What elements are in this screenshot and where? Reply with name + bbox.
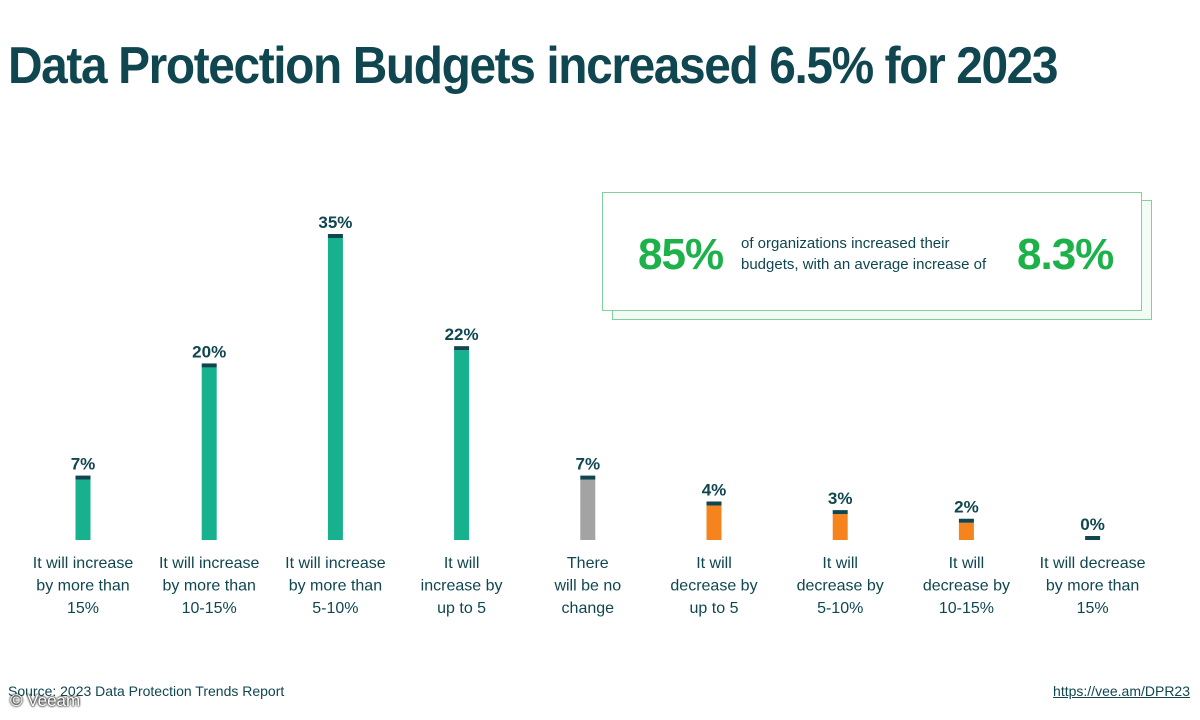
source-note: Source: 2023 Data Protection Trends Repo… bbox=[8, 683, 285, 699]
report-link[interactable]: https://vee.am/DPR23 bbox=[1053, 683, 1190, 699]
category-label-6-line-1: It will bbox=[696, 555, 732, 572]
bar-cap-6 bbox=[706, 501, 722, 506]
category-label-1-line-1: It will increase bbox=[33, 555, 134, 572]
bar-5 bbox=[580, 479, 596, 540]
category-label-4-line-2: increase by bbox=[421, 578, 503, 595]
category-label-8-line-2: decrease by bbox=[923, 578, 1010, 595]
bar-1 bbox=[75, 479, 91, 540]
value-label-4: 22% bbox=[445, 325, 479, 344]
callout-text: of organizations increased their budgets… bbox=[741, 235, 987, 273]
category-label-2-line-1: It will increase bbox=[159, 555, 260, 572]
category-label-7-line-2: decrease by bbox=[797, 578, 884, 595]
category-label-9-line-1: It will decrease bbox=[1040, 555, 1146, 572]
chart-title: Data Protection Budgets increased 6.5% f… bbox=[8, 37, 1059, 95]
category-label-3-line-3: 5-10% bbox=[312, 600, 358, 617]
category-label-6-line-2: decrease by bbox=[670, 578, 757, 595]
category-label-3-line-2: by more than bbox=[289, 578, 382, 595]
category-label-1-line-3: 15% bbox=[67, 600, 99, 617]
category-label-2-line-2: by more than bbox=[163, 578, 256, 595]
bar-6 bbox=[706, 505, 722, 540]
value-label-3: 35% bbox=[318, 213, 352, 232]
bar-cap-1 bbox=[75, 475, 91, 480]
value-label-5: 7% bbox=[576, 455, 601, 474]
callout-right-stat: 8.3% bbox=[1017, 230, 1114, 279]
value-label-9: 0% bbox=[1080, 515, 1105, 534]
bar-cap-5 bbox=[580, 475, 596, 480]
category-label-5-line-2: will be no bbox=[553, 578, 621, 595]
value-label-2: 20% bbox=[192, 342, 226, 361]
value-label-8: 2% bbox=[954, 498, 979, 517]
bar-3 bbox=[327, 238, 343, 540]
category-label-5-line-1: There bbox=[567, 555, 609, 572]
category-label-6-line-3: up to 5 bbox=[690, 600, 739, 617]
category-label-8-line-3: 10-15% bbox=[939, 600, 994, 617]
category-label-4-line-3: up to 5 bbox=[437, 600, 486, 617]
bar-cap-8 bbox=[958, 518, 974, 523]
value-label-1: 7% bbox=[71, 455, 96, 474]
stat-callout: 85% of organizations increased their bud… bbox=[602, 192, 1142, 311]
category-label-5-line-3: change bbox=[562, 600, 615, 617]
bar-8 bbox=[958, 522, 974, 540]
watermark: © Veeam bbox=[10, 691, 81, 710]
bar-4 bbox=[454, 350, 470, 540]
category-label-3-line-1: It will increase bbox=[285, 555, 386, 572]
bar-cap-2 bbox=[201, 363, 217, 368]
category-label-7-line-3: 5-10% bbox=[817, 600, 863, 617]
bar-cap-7 bbox=[832, 510, 848, 515]
bar-cap-4 bbox=[454, 346, 470, 351]
category-label-2-line-3: 10-15% bbox=[182, 600, 237, 617]
value-label-6: 4% bbox=[702, 480, 727, 499]
callout-left-stat: 85% bbox=[638, 230, 724, 279]
category-label-9-line-2: by more than bbox=[1046, 578, 1139, 595]
category-label-9-line-3: 15% bbox=[1077, 600, 1109, 617]
value-label-7: 3% bbox=[828, 489, 853, 508]
bar-cap-3 bbox=[327, 234, 343, 238]
bar-cap-9 bbox=[1085, 536, 1101, 540]
bar-7 bbox=[832, 514, 848, 540]
category-label-1-line-2: by more than bbox=[36, 578, 129, 595]
category-label-8-line-1: It will bbox=[949, 555, 985, 572]
category-label-7-line-1: It will bbox=[822, 555, 858, 572]
category-label-4-line-1: It will bbox=[444, 555, 480, 572]
bar-2 bbox=[201, 367, 217, 540]
